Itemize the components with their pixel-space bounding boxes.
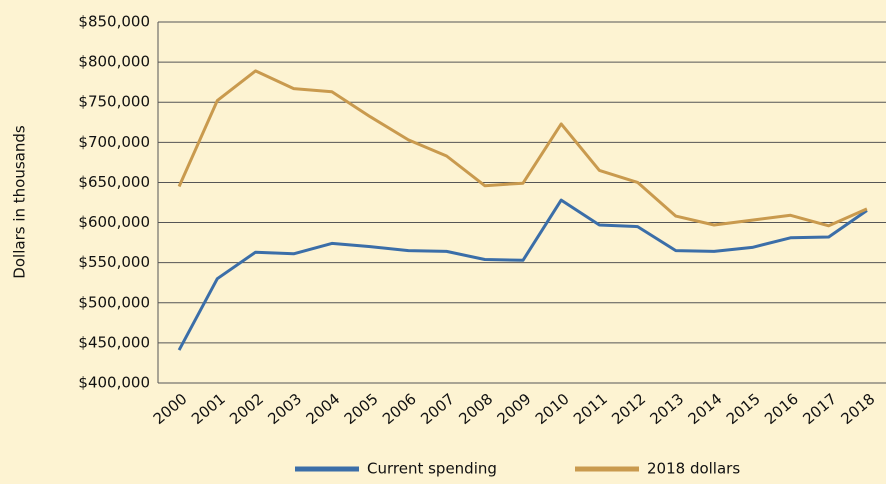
x-tick-label: 2008 (455, 390, 496, 428)
legend-label: Current spending (367, 460, 497, 478)
y-tick-label: $500,000 (78, 293, 150, 311)
y-tick-label: $400,000 (78, 374, 150, 392)
x-tick-label: 2017 (799, 390, 840, 428)
y-tick-label: $750,000 (78, 93, 150, 111)
x-tick-label: 2000 (150, 390, 191, 428)
x-tick-label: 2014 (685, 390, 726, 428)
x-tick-label: 2003 (264, 390, 305, 428)
y-tick-label: $450,000 (78, 333, 150, 351)
x-tick-label: 2010 (532, 390, 573, 428)
x-tick-label: 2002 (226, 390, 267, 428)
x-tick-label: 2011 (570, 390, 611, 428)
x-tick-label: 2004 (303, 390, 344, 428)
y-tick-label: $800,000 (78, 53, 150, 71)
x-tick-label: 2013 (646, 390, 687, 428)
x-tick-label: 2001 (188, 390, 229, 428)
y-tick-label: $850,000 (78, 13, 150, 31)
x-tick-label: 2009 (494, 390, 535, 428)
x-tick-label: 2015 (723, 390, 764, 428)
x-tick-label: 2007 (417, 390, 458, 428)
y-tick-label: $700,000 (78, 133, 150, 151)
data-line (177, 198, 868, 351)
x-tick-label: 2006 (379, 390, 420, 428)
x-tick-label: 2005 (341, 390, 382, 428)
y-axis-label: Dollars in thousands (11, 125, 29, 279)
x-tick-label: 2016 (761, 390, 802, 428)
data-line (177, 69, 868, 228)
y-tick-label: $550,000 (78, 253, 150, 271)
x-tick-label: 2012 (608, 390, 649, 428)
legend-label: 2018 dollars (647, 460, 740, 478)
y-tick-label: $600,000 (78, 213, 150, 231)
y-tick-label: $650,000 (78, 173, 150, 191)
x-tick-label: 2018 (838, 390, 879, 428)
